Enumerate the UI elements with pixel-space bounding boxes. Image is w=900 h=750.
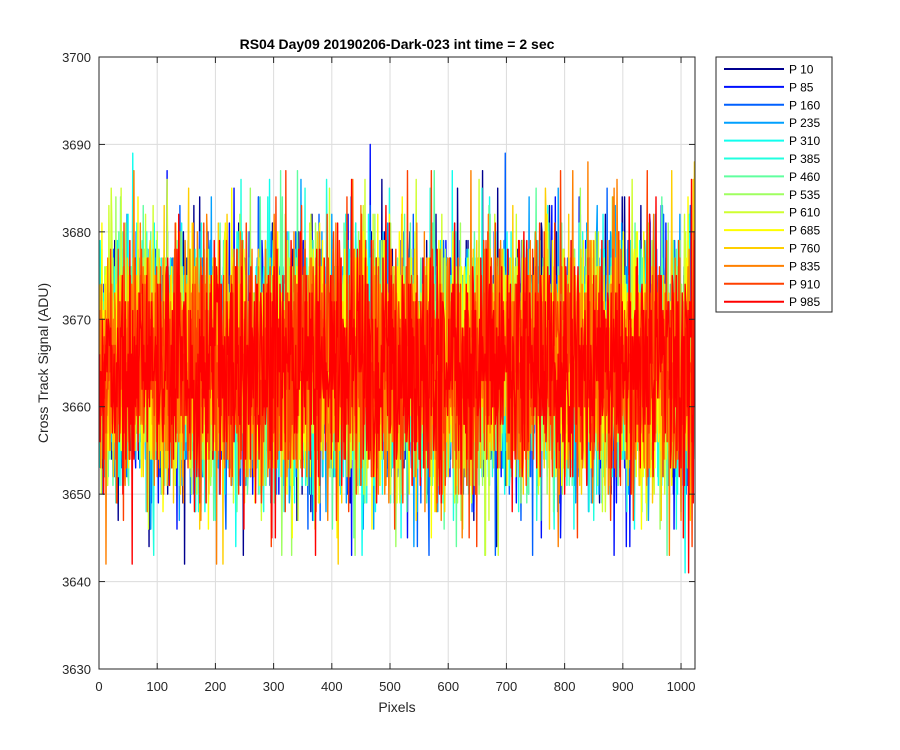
x-tick-label: 400: [321, 679, 343, 694]
x-axis-title: Pixels: [378, 699, 415, 715]
legend-item: P 460: [724, 170, 820, 184]
legend-item: P 760: [724, 242, 820, 256]
axes-box: [98, 56, 696, 670]
x-tick-label: 0: [95, 679, 102, 694]
tick-labels: 0 100 200 300 400 500 600 700 800 900 1000 3630 3640…: [62, 50, 695, 694]
y-axis-title: Cross Track Signal (ADU): [35, 283, 51, 443]
x-tick-label: 300: [263, 679, 285, 694]
y-tick-label: 3700: [62, 50, 91, 65]
x-tick-label: 800: [554, 679, 576, 694]
legend-label: P 835: [789, 259, 820, 273]
legend-item: P 685: [724, 224, 820, 238]
legend-item: P 10: [724, 63, 814, 77]
legend-label: P 85: [789, 80, 814, 94]
legend-item: P 610: [724, 206, 820, 220]
legend-box: [715, 56, 833, 313]
x-tick-label: 100: [146, 679, 168, 694]
x-tick-label: 700: [496, 679, 518, 694]
series-line: [99, 178, 695, 574]
legend-item: P 535: [724, 188, 820, 202]
y-tick-label: 3650: [62, 487, 91, 502]
x-tick-label: 200: [205, 679, 227, 694]
legend-label: P 460: [789, 170, 820, 184]
x-tick-label: 900: [612, 679, 634, 694]
legend-item: P 85: [724, 80, 814, 94]
tick-marks: [98, 56, 695, 670]
legend-label: P 985: [789, 295, 820, 309]
legend-item: P 310: [724, 134, 820, 148]
y-tick-label: 3630: [62, 662, 91, 677]
y-tick-label: 3660: [62, 400, 91, 415]
x-tick-label: 1000: [667, 679, 696, 694]
y-tick-label: 3670: [62, 312, 91, 327]
legend-item: P 160: [724, 98, 820, 112]
legend-item: P 385: [724, 152, 820, 166]
legend-label: P 610: [789, 206, 820, 220]
legend: P 10 P 85 P 160 P 235 P 310 P 385 P 460 P 535 P …: [715, 56, 833, 313]
y-tick-label: 3680: [62, 225, 91, 240]
legend-label: P 685: [789, 224, 820, 238]
legend-item: P 835: [724, 259, 820, 273]
legend-label: P 310: [789, 134, 820, 148]
legend-label: P 10: [789, 63, 814, 77]
y-tick-label: 3640: [62, 575, 91, 590]
legend-label: P 385: [789, 152, 820, 166]
legend-label: P 760: [789, 242, 820, 256]
legend-item: P 985: [724, 295, 820, 309]
legend-item: P 235: [724, 116, 820, 130]
x-tick-label: 600: [437, 679, 459, 694]
legend-item: P 910: [724, 277, 820, 291]
legend-label: P 160: [789, 98, 820, 112]
chart-title: RS04 Day09 20190206-Dark-023 int time = …: [240, 36, 555, 52]
y-tick-label: 3690: [62, 137, 91, 152]
legend-label: P 910: [789, 277, 820, 291]
legend-label: P 235: [789, 116, 820, 130]
x-tick-label: 500: [379, 679, 401, 694]
series-layer: [99, 143, 695, 574]
legend-label: P 535: [789, 188, 820, 202]
